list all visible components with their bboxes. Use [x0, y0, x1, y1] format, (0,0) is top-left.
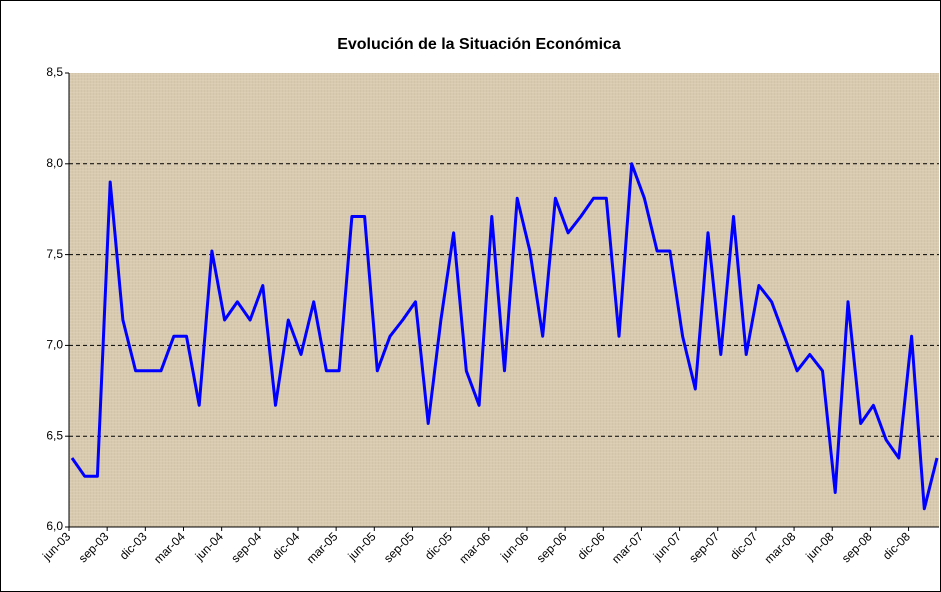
y-tick-label: 8,0	[46, 156, 63, 170]
y-tick-label: 7,0	[46, 338, 63, 352]
y-tick-label: 6,5	[46, 428, 63, 442]
y-tick-label: 7,5	[46, 247, 63, 261]
chart-title: Evolución de la Situación Económica	[337, 36, 621, 53]
y-tick-label: 8,5	[46, 65, 63, 79]
data-line	[70, 162, 939, 511]
y-tick-label: 6,0	[46, 519, 63, 533]
plot-area	[69, 73, 939, 527]
